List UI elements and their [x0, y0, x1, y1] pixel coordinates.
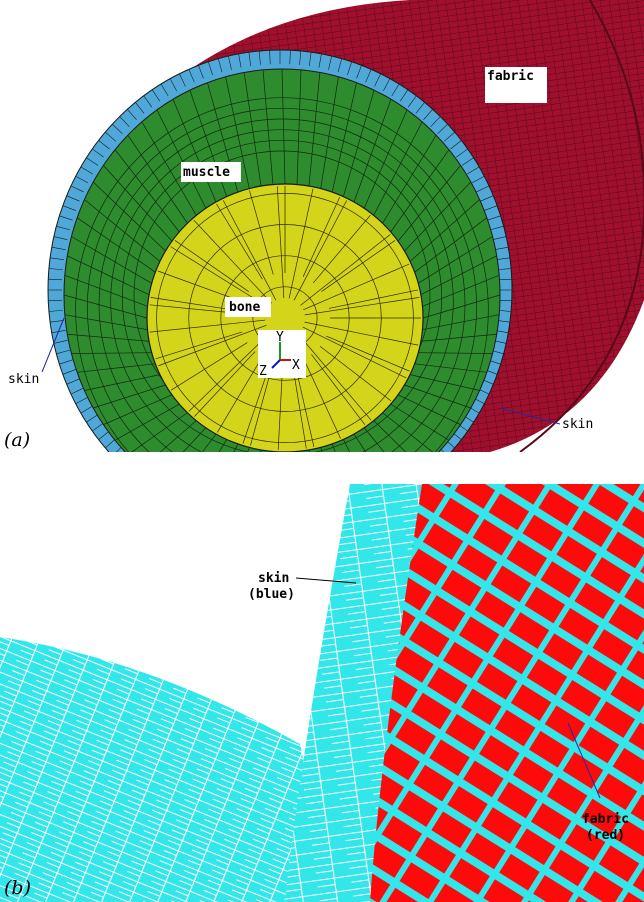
bone-label: bone — [229, 300, 260, 315]
axis-y-label: Y — [276, 330, 284, 345]
axis-triad-icon: Y X Z — [258, 330, 306, 379]
zoomed-mesh-figure: skin (blue) fabric (red) (b) — [0, 484, 644, 902]
axis-z-label: Z — [259, 364, 267, 379]
panel-b-zoomed-mesh: skin (blue) fabric (red) (b) — [0, 458, 644, 902]
cylinder-mesh-figure: fabric muscle bone skin skin Y X Z (a) — [4, 0, 644, 452]
skin-curved-band — [0, 636, 330, 902]
fabric-color-label: (red) — [586, 828, 625, 843]
muscle-label: muscle — [183, 165, 230, 180]
fabric-label-b: fabric — [582, 812, 629, 827]
skin-label-right: skin — [562, 417, 593, 432]
fabric-label: fabric — [487, 69, 534, 84]
panel-b-letter: (b) — [4, 877, 31, 899]
panel-a-cylinder-mesh: fabric muscle bone skin skin Y X Z (a) — [4, 0, 644, 452]
axis-x-label: X — [292, 358, 300, 373]
skin-label-b: skin — [258, 571, 289, 586]
skin-color-label: (blue) — [248, 587, 295, 602]
fabric-red-tiles — [370, 484, 644, 902]
skin-label-left: skin — [8, 372, 39, 387]
panel-a-letter: (a) — [4, 429, 30, 451]
